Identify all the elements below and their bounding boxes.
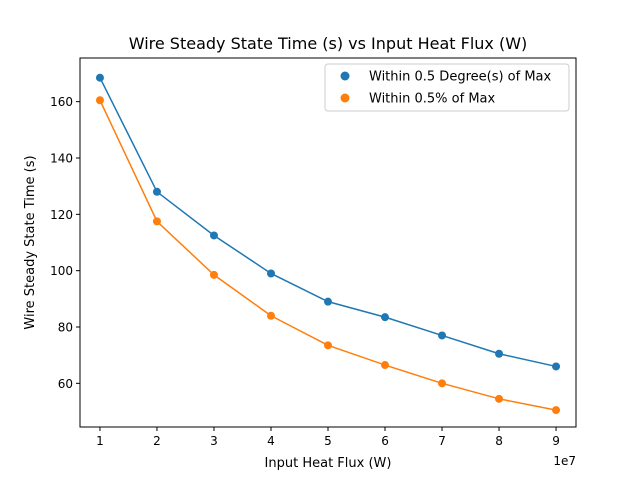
- x-tick-label: 6: [381, 434, 389, 448]
- x-axis-label: Input Heat Flux (W): [265, 456, 392, 471]
- chart-title: Wire Steady State Time (s) vs Input Heat…: [129, 34, 528, 53]
- series-1-point: [381, 361, 390, 370]
- legend-box: [324, 63, 570, 112]
- legend-label-0: Within 0.5 Degree(s) of Max: [369, 70, 552, 85]
- series-0-point: [381, 313, 390, 322]
- legend-label-1: Within 0.5% of Max: [369, 92, 496, 107]
- series-0-point: [209, 231, 218, 240]
- y-axis-label: Wire Steady State Time (s): [23, 155, 38, 329]
- series-1-point: [95, 96, 104, 105]
- series-1-point: [495, 394, 504, 403]
- series-0-point: [95, 73, 104, 82]
- series-0-point: [495, 349, 504, 358]
- series-0-line: [99, 77, 557, 368]
- series-0-point: [552, 362, 561, 371]
- x-tick-label: 4: [267, 434, 275, 448]
- x-tick-label: 2: [153, 434, 161, 448]
- y-tick-label: 60: [58, 377, 73, 391]
- series-1-line: [99, 99, 557, 411]
- x-axis-ticks: 1 2 3 4 5 6 7 8 9: [96, 427, 560, 448]
- series-0-point: [152, 187, 161, 196]
- x-tick-label: 5: [324, 434, 332, 448]
- series-1-point: [552, 406, 561, 415]
- plot-content: [95, 73, 561, 415]
- series-0-point: [438, 331, 447, 340]
- legend: Within 0.5 Degree(s) of Max Within 0.5% o…: [324, 63, 570, 112]
- legend-marker-0: [340, 71, 350, 81]
- x-tick-label: 9: [552, 434, 560, 448]
- legend-marker-1: [340, 93, 350, 103]
- plot-frame: [79, 57, 577, 428]
- series-1-point: [209, 270, 218, 279]
- x-tick-label: 3: [210, 434, 218, 448]
- series-0-point: [324, 297, 332, 306]
- y-axis-ticks: 60 80 100 120 140 160: [50, 95, 80, 391]
- y-tick-label: 100: [50, 264, 73, 278]
- y-tick-label: 120: [50, 208, 73, 222]
- x-tick-label: 8: [495, 434, 503, 448]
- x-tick-label: 7: [438, 434, 446, 448]
- y-tick-label: 160: [50, 95, 73, 109]
- series-1-point: [152, 217, 161, 226]
- y-tick-label: 140: [50, 151, 73, 165]
- series-0-point: [266, 269, 275, 278]
- x-tick-label: 1: [96, 434, 104, 448]
- y-tick-label: 80: [58, 321, 73, 335]
- series-1-point: [324, 341, 332, 350]
- series-1-point: [438, 379, 447, 388]
- series-1-point: [266, 311, 275, 320]
- x-axis-offset-label: 1e7: [553, 454, 576, 468]
